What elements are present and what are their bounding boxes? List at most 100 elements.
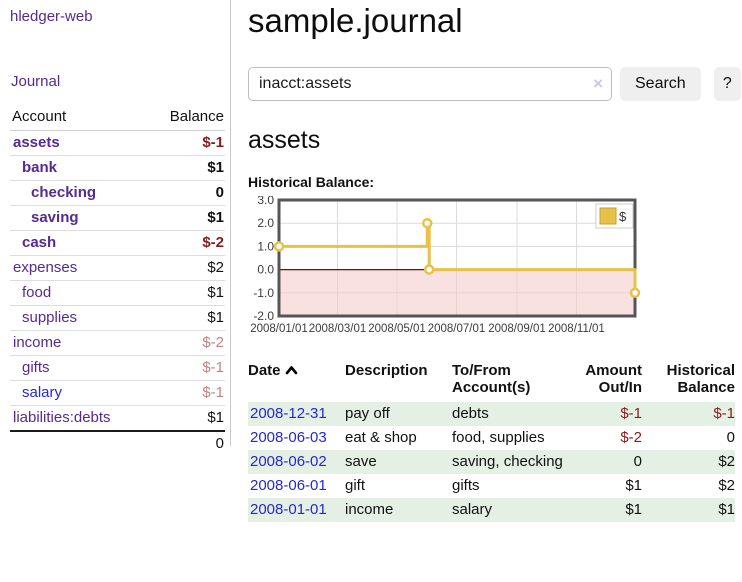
register-col-date-label: Date [248, 362, 281, 379]
account-link[interactable]: salary [22, 384, 63, 401]
account-link[interactable]: supplies [22, 309, 78, 326]
svg-text:2008/09/01: 2008/09/01 [488, 323, 546, 335]
account-link[interactable]: bank [22, 159, 58, 176]
search-input[interactable] [248, 67, 612, 101]
register-row: 2008-01-01 income salary $1 $1 [248, 498, 735, 522]
account-balance: $2 [147, 255, 225, 281]
accounts-col-account: Account [10, 105, 148, 131]
transaction-amount: $-2 [620, 429, 642, 446]
account-row: gifts $-1 [10, 355, 225, 381]
accounts-total-row: 0 [10, 430, 225, 456]
register-col-balance: Historical Balance [666, 362, 735, 396]
sort-ascending-icon [285, 362, 298, 379]
register-table: Date Description To/From Account(s) Amou… [248, 360, 735, 522]
account-row: assets $-1 [10, 131, 225, 156]
account-link[interactable]: assets [13, 134, 60, 151]
transaction-date-link[interactable]: 2008-12-31 [250, 405, 327, 422]
transaction-amount: $-1 [620, 405, 642, 422]
account-row: food $1 [10, 280, 225, 306]
page-title: sample.journal [248, 2, 463, 39]
transaction-date-link[interactable]: 2008-06-01 [250, 477, 327, 494]
account-balance: $1 [147, 155, 225, 181]
register-col-date-sort[interactable]: Date [248, 360, 345, 402]
register-col-description: Description [345, 362, 428, 379]
register-col-tofrom: To/From Account(s) [452, 362, 531, 396]
account-row: expenses $2 [10, 255, 225, 281]
transaction-description: pay off [345, 405, 390, 422]
account-link[interactable]: food [22, 284, 52, 301]
account-link[interactable]: cash [22, 234, 57, 251]
transaction-date-link[interactable]: 2008-06-02 [250, 453, 327, 470]
transaction-balance: 0 [726, 429, 735, 446]
clear-search-icon[interactable]: × [593, 74, 603, 93]
transaction-accounts: gifts [452, 477, 480, 494]
register-row: 2008-12-31 pay off debts $-1 $-1 [248, 402, 735, 426]
transaction-amount: $1 [625, 501, 642, 518]
transaction-description: gift [345, 477, 366, 494]
account-row: cash $-2 [10, 230, 225, 256]
transaction-description: income [345, 501, 394, 518]
account-row: liabilities:debts $1 [10, 405, 225, 431]
svg-text:-1.0: -1.0 [253, 286, 274, 300]
app-title-link[interactable]: hledger-web [10, 8, 93, 25]
account-link[interactable]: liabilities:debts [13, 409, 111, 426]
accounts-total: 0 [147, 430, 225, 456]
account-balance: $-1 [147, 380, 225, 406]
historical-balance-chart: $3.0 2.0 1.0 0.0 -1.0 -2.0 2008/01/01 2008/03/0… [248, 193, 741, 347]
svg-text:2.0: 2.0 [257, 216, 274, 230]
account-row: supplies $1 [10, 305, 225, 331]
main-content: sample.journal × Search ? assets Histori… [231, 0, 741, 522]
transaction-description: save [345, 453, 377, 470]
search-form: × Search ? [248, 67, 741, 101]
svg-text:2008/03/01: 2008/03/01 [309, 323, 367, 335]
transaction-description: eat & shop [345, 429, 417, 446]
page: hledger-web Journal Account Balance asse… [0, 0, 741, 522]
account-row: checking 0 [10, 180, 225, 206]
account-balance: $-1 [147, 355, 225, 381]
account-link[interactable]: income [13, 334, 62, 351]
transaction-amount: $1 [625, 477, 642, 494]
transaction-date-link[interactable]: 2008-01-01 [250, 501, 327, 518]
transaction-balance: $2 [718, 477, 735, 494]
transaction-accounts: salary [452, 501, 493, 518]
chart-section-label: Historical Balance: [248, 174, 375, 190]
account-row: salary $-1 [10, 380, 225, 406]
account-link[interactable]: saving [31, 209, 79, 226]
account-link[interactable]: expenses [13, 259, 78, 276]
account-balance: $1 [147, 405, 225, 431]
account-balance: $1 [147, 205, 225, 231]
account-balance: $1 [147, 280, 225, 306]
transaction-balance: $-1 [713, 405, 735, 422]
register-row: 2008-06-01 gift gifts $1 $2 [248, 474, 735, 498]
svg-text:2008/01/01: 2008/01/01 [250, 323, 308, 335]
transaction-date-link[interactable]: 2008-06-03 [250, 429, 327, 446]
register-row: 2008-06-03 eat & shop food, supplies $-2… [248, 426, 735, 450]
account-row: income $-2 [10, 330, 225, 356]
account-link[interactable]: checking [31, 184, 97, 201]
help-button[interactable]: ? [713, 67, 741, 101]
register-col-amount: Amount Out/In [585, 362, 642, 396]
svg-text:3.0: 3.0 [257, 196, 274, 207]
sidebar: hledger-web Journal Account Balance asse… [0, 0, 231, 456]
account-balance: $1 [147, 305, 225, 331]
svg-text:$: $ [619, 209, 627, 224]
account-balance: $-2 [147, 230, 225, 256]
account-heading: assets [248, 126, 321, 154]
transaction-accounts: food, supplies [452, 429, 545, 446]
account-row: saving $1 [10, 205, 225, 231]
sidebar-item-journal[interactable]: Journal [11, 73, 61, 90]
account-balance: $-2 [147, 330, 225, 356]
accounts-col-balance: Balance [147, 105, 225, 131]
transaction-accounts: debts [452, 405, 489, 422]
transaction-amount: 0 [633, 453, 642, 470]
account-link[interactable]: gifts [22, 359, 50, 376]
svg-text:2008/05/01: 2008/05/01 [368, 323, 426, 335]
svg-text:1.0: 1.0 [257, 239, 274, 253]
svg-text:0.0: 0.0 [257, 263, 274, 277]
search-button[interactable]: Search [620, 67, 701, 101]
accounts-table: Account Balance assets $-1 bank $1 check… [10, 105, 225, 456]
svg-text:2008/07/01: 2008/07/01 [428, 323, 486, 335]
transaction-balance: $1 [718, 501, 735, 518]
account-balance: $-1 [202, 134, 224, 151]
svg-text:-2.0: -2.0 [253, 309, 274, 323]
